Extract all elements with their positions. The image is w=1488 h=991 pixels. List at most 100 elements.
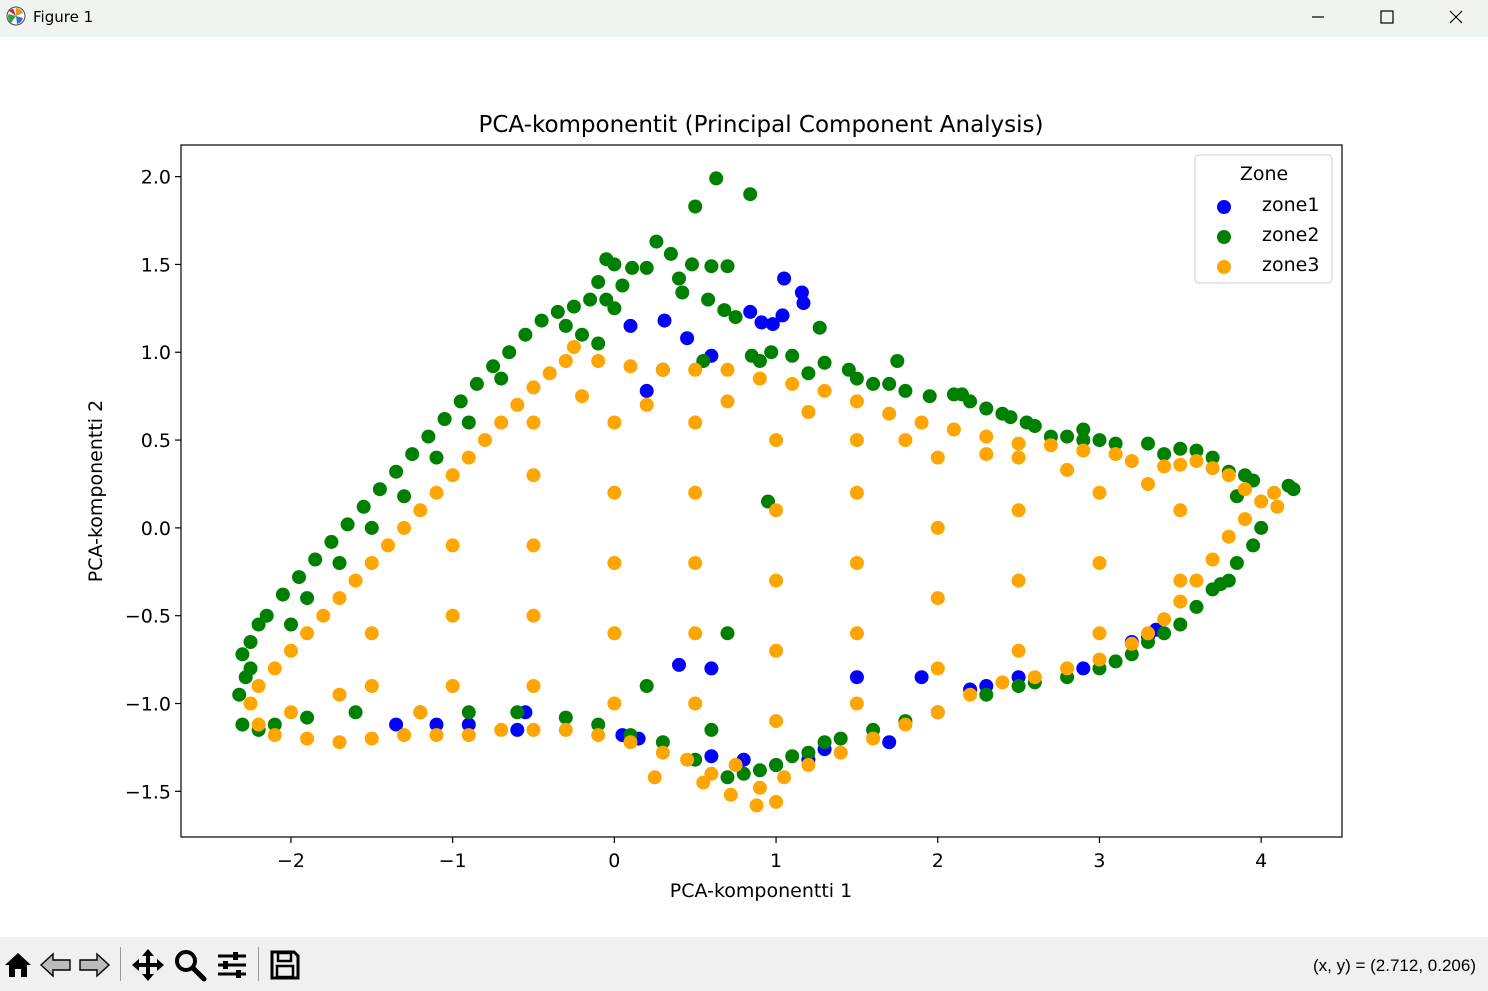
point-zone2-45 (1108, 436, 1123, 451)
home-button[interactable] (0, 945, 36, 985)
point-zone3-2 (591, 354, 606, 368)
point-zone2-50 (1205, 450, 1220, 465)
point-zone2-16 (675, 285, 690, 300)
point-zone2-101 (340, 517, 355, 532)
point-zone3-59 (494, 722, 509, 737)
point-zone2-141 (761, 494, 775, 509)
point-zone3-110 (769, 573, 784, 588)
maximize-button[interactable] (1355, 0, 1419, 33)
point-zone3-61 (429, 728, 444, 743)
point-zone2-62 (1173, 617, 1188, 632)
home-icon (5, 953, 31, 977)
x-tick-label: −1 (439, 850, 467, 872)
point-zone3-39 (1027, 670, 1042, 685)
point-zone3-27 (1270, 499, 1285, 514)
point-zone2-38 (1003, 410, 1018, 425)
point-zone2-76 (720, 770, 735, 785)
point-zone2-97 (275, 587, 290, 602)
legend-label-zone2: zone2 (1262, 224, 1319, 246)
point-zone3-69 (251, 679, 266, 693)
point-zone1-26 (1076, 661, 1091, 676)
point-zone1-5 (754, 315, 769, 330)
minimize-icon (1312, 15, 1324, 18)
window-titlebar: Figure 1 (0, 0, 1488, 37)
point-zone1-11 (389, 717, 404, 732)
point-zone3-67 (251, 717, 266, 732)
point-zone2-140 (752, 354, 767, 368)
point-zone2-31 (898, 383, 913, 398)
point-zone2-113 (534, 313, 549, 328)
point-zone2-18 (599, 292, 614, 307)
window-title: Figure 1 (33, 8, 94, 26)
back-button[interactable] (38, 945, 74, 985)
point-zone3-143 (696, 775, 711, 790)
figure-canvas[interactable]: −2 −1 0 1 2 3 4 −1.5 −1.0 −0.5 0.0 0.5 1.0 1.5 2.0 PC… (0, 37, 1488, 937)
pan-button[interactable] (130, 945, 166, 985)
point-zone3-85 (510, 397, 525, 412)
point-zone2-94 (235, 647, 250, 662)
point-zone3-62 (397, 728, 412, 743)
zoom-icon (175, 950, 207, 982)
x-axis-label: PCA-komponentti 1 (670, 880, 852, 902)
point-zone3-19 (1124, 454, 1139, 469)
point-zone3-78 (397, 520, 412, 535)
y-tick-label: 0.5 (141, 430, 171, 452)
point-zone3-97 (526, 415, 541, 430)
x-tick-label: 0 (608, 850, 620, 872)
point-zone3-17 (1076, 443, 1091, 458)
point-zone3-99 (607, 626, 622, 641)
point-zone2-107 (437, 412, 452, 426)
point-zone3-3 (623, 359, 638, 374)
point-zone3-52 (704, 766, 719, 781)
point-zone3-49 (769, 794, 784, 809)
point-zone3-48 (752, 780, 767, 795)
y-axis-label: PCA-komponentti 2 (85, 400, 107, 582)
point-zone3-10 (849, 394, 864, 409)
point-zone3-60 (461, 728, 476, 743)
point-zone3-46 (801, 758, 816, 772)
chart-title: PCA-komponentit (Principal Component Ana… (478, 112, 1043, 138)
point-zone3-75 (348, 573, 363, 588)
point-zone2-9 (704, 259, 719, 274)
forward-button[interactable] (76, 945, 112, 985)
point-zone2-110 (486, 359, 501, 374)
pca-scatter-chart[interactable]: −2 −1 0 1 2 3 4 −1.5 −1.0 −0.5 0.0 0.5 1.0 1.5 2.0 PC… (0, 37, 1488, 937)
point-zone2-111 (502, 345, 517, 360)
x-ticks: −2 −1 0 1 2 3 4 (277, 837, 1267, 872)
x-tick-label: −2 (277, 850, 305, 872)
navigation-toolbar: (x, y) = (2.712, 0.206) (0, 937, 1488, 991)
configure-subplots-button[interactable] (214, 945, 250, 985)
point-zone3-121 (930, 450, 945, 465)
point-zone1-4 (743, 304, 758, 319)
zoom-button[interactable] (172, 945, 208, 985)
point-zone2-42 (1060, 429, 1075, 444)
point-zone1-6 (765, 317, 780, 332)
minimize-button[interactable] (1286, 0, 1350, 33)
point-zone2-61 (1189, 599, 1204, 614)
point-zone3-0 (566, 340, 581, 354)
point-zone3-122 (1011, 643, 1026, 658)
point-zone2-27 (841, 362, 856, 377)
close-button[interactable] (1424, 0, 1488, 33)
point-zone1-12 (429, 717, 444, 732)
point-zone3-55 (623, 735, 638, 750)
point-zone1-18 (704, 749, 719, 764)
point-zone3-137 (801, 405, 816, 419)
point-zone3-29 (1238, 512, 1252, 527)
point-zone2-67 (1011, 679, 1026, 693)
point-zone2-92 (243, 661, 258, 676)
save-button[interactable] (267, 945, 303, 985)
point-zone2-1 (743, 187, 758, 202)
point-zone3-128 (1092, 485, 1107, 500)
point-zone3-25 (1238, 482, 1252, 497)
point-zone3-50 (749, 798, 764, 813)
point-zone2-127 (494, 371, 509, 386)
point-zone3-43 (898, 717, 913, 732)
point-zone3-120 (930, 520, 945, 535)
point-zone2-123 (364, 520, 379, 535)
point-zone3-15 (1011, 436, 1026, 451)
point-zone2-81 (558, 710, 573, 725)
point-zone3-57 (558, 722, 573, 737)
pan-icon (132, 949, 164, 981)
point-zone2-90 (232, 687, 247, 702)
